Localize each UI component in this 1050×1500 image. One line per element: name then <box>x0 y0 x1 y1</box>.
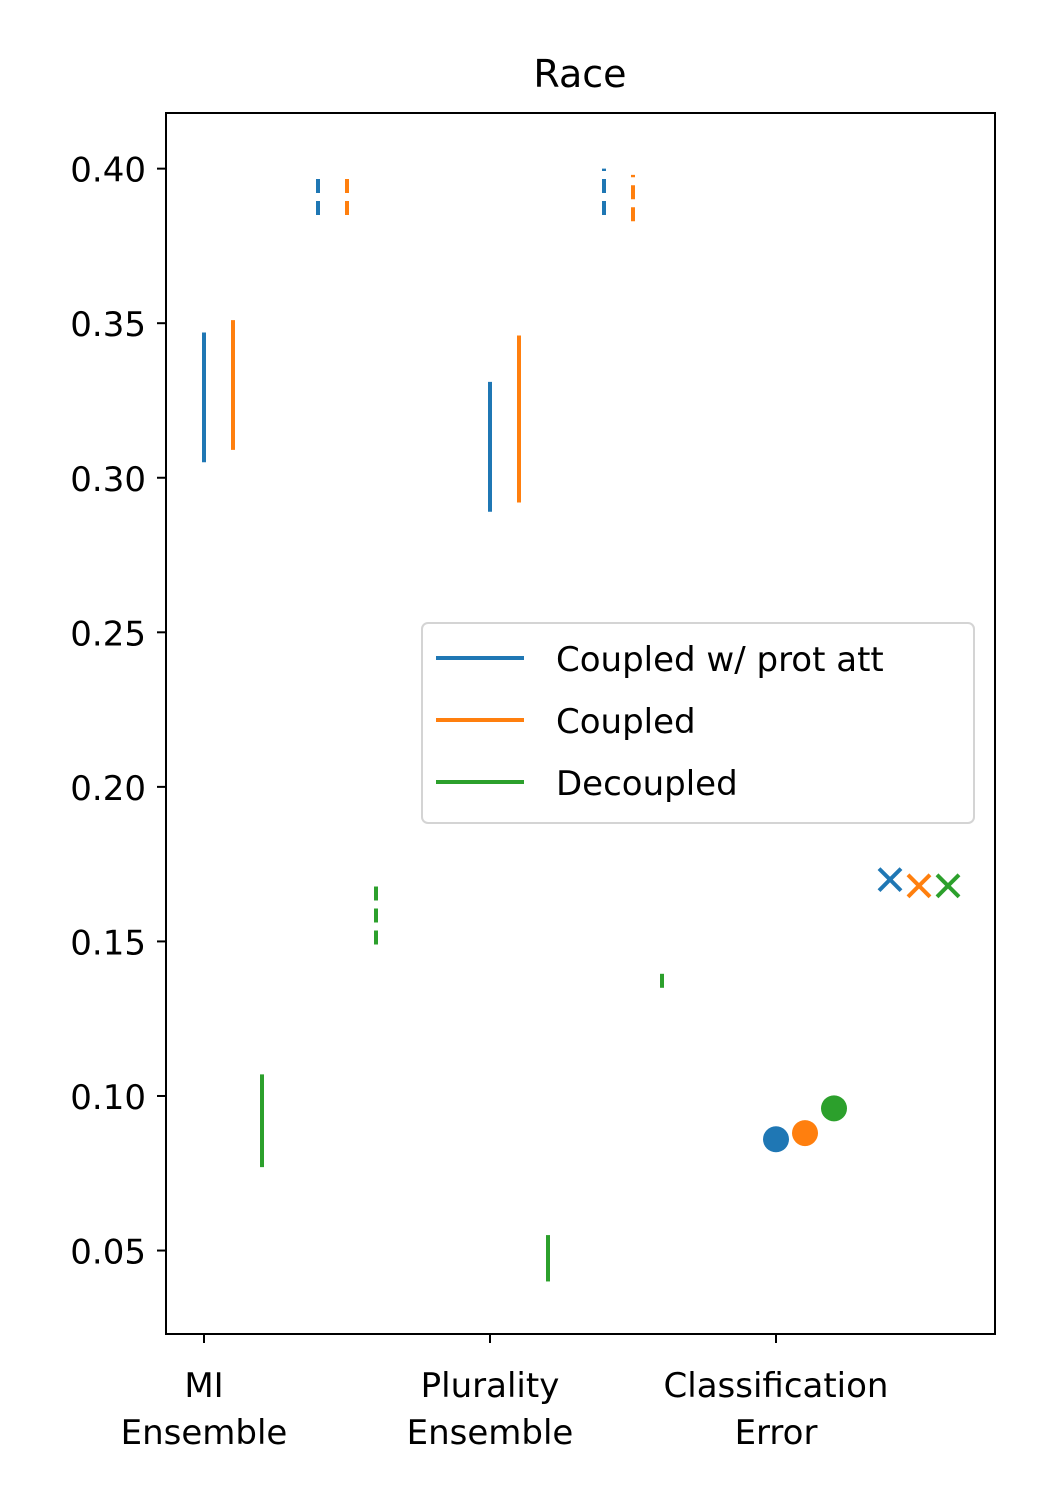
legend-box <box>421 622 975 824</box>
plot-frame <box>165 112 996 1335</box>
error-dot-s1 <box>792 1120 818 1147</box>
y-tick-label: 0.40 <box>70 151 146 191</box>
legend: Coupled w/ prot att Coupled Decoupled <box>421 622 975 824</box>
y-tick-label: 0.10 <box>70 1078 146 1118</box>
error-dot-s0 <box>763 1126 789 1153</box>
plot-marks <box>202 168 961 1282</box>
y-tick-label: 0.35 <box>70 305 146 345</box>
legend-label-s2: Decoupled <box>556 764 738 804</box>
x-tick-label-mi: MI Ensemble <box>121 1366 288 1453</box>
chart-title: Race <box>533 52 626 96</box>
y-tick-label: 0.15 <box>70 923 146 963</box>
error-dot-s2 <box>821 1095 847 1122</box>
cross-marker-s0 <box>877 867 903 893</box>
cross-marker-s2 <box>935 873 961 899</box>
y-axis: 0.05 0.10 0.15 0.20 0.25 0.30 0.35 0.40 <box>70 151 166 1273</box>
y-tick-label: 0.30 <box>70 460 146 500</box>
y-tick-label: 0.25 <box>70 614 146 654</box>
x-tick-label-plurality: Plurality Ensemble <box>407 1366 574 1453</box>
x-axis: MI Ensemble Plurality Ensemble Classificatio… <box>121 1334 889 1453</box>
y-tick-label: 0.05 <box>70 1233 146 1273</box>
x-tick-label-classification: Classification Error <box>664 1366 889 1453</box>
cross-marker-s1 <box>906 873 932 899</box>
legend-label-s1: Coupled <box>556 702 696 742</box>
y-tick-label: 0.20 <box>70 769 146 809</box>
legend-label-s0: Coupled w/ prot att <box>556 640 884 680</box>
